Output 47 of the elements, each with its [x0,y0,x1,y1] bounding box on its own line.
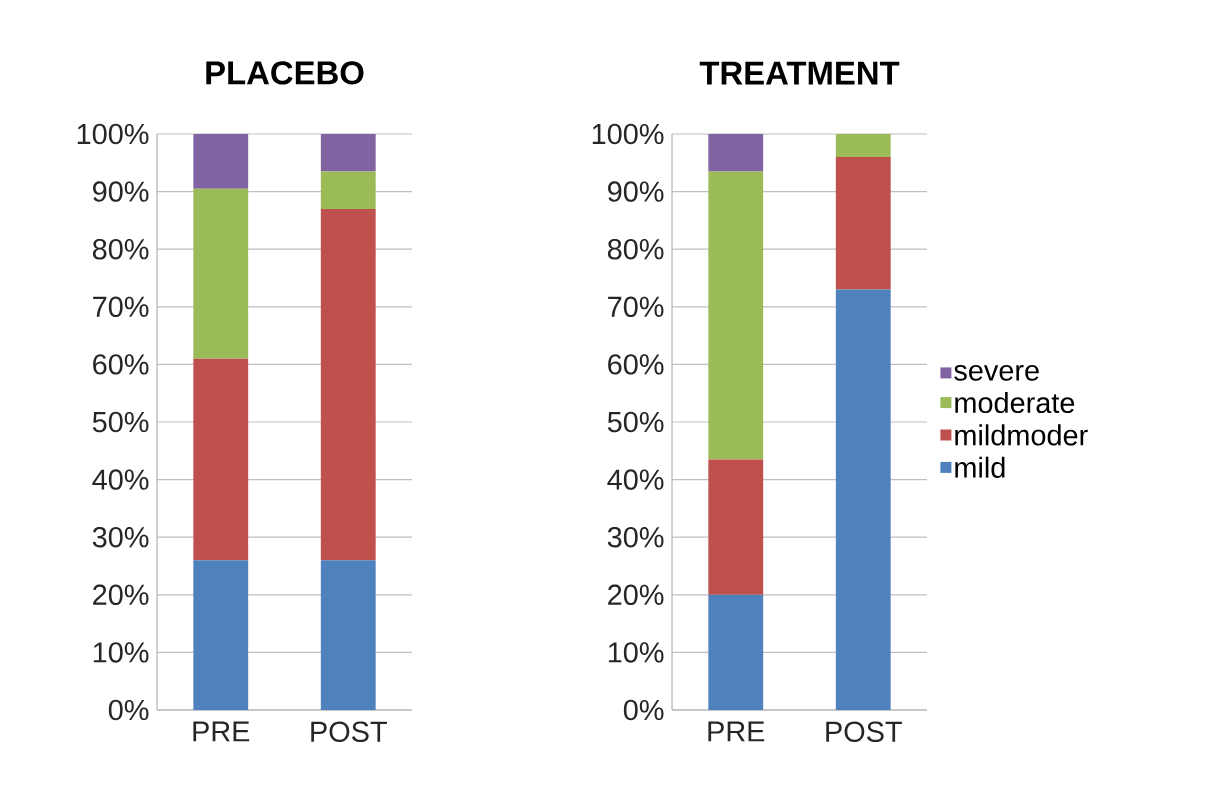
bar [708,459,764,595]
y-tick-label: 40% [607,469,664,490]
bar [708,133,764,172]
legend-label: mildmoder [955,424,1088,446]
y-tick-label: 40% [92,469,149,490]
legend-label: mild [955,456,1005,478]
bar [835,157,891,290]
y-tick-label: 100% [77,123,149,145]
bar [320,560,376,710]
y-tick-label: 30% [92,526,149,548]
bar [835,133,891,158]
y-tick-label: 10% [93,642,149,663]
legend-label: moderate [955,391,1075,414]
y-tick-label: 0% [623,699,664,721]
y-tick-label: 20% [608,584,664,606]
x-tick-label: POST [826,721,902,742]
x-tick-label: POST [311,721,387,742]
bar [708,171,764,460]
bar [320,171,376,209]
y-tick-label: 30% [607,526,664,548]
legend-label: severe [954,364,1039,381]
bar [320,133,376,172]
y-tick-label: 10% [608,642,664,663]
y-tick-label: 80% [92,238,149,260]
bar [193,188,249,359]
y-tick-label: 70% [93,296,149,318]
y-tick-label: 80% [607,238,664,260]
bar [193,560,249,710]
y-tick-label: 0% [108,699,149,721]
y-tick-label: 100% [592,123,664,145]
y-tick-label: 60% [93,354,149,375]
bar [835,289,891,710]
y-tick-label: 50% [607,411,664,433]
bar [193,358,249,561]
y-tick-label: 50% [92,411,149,433]
chart-title: TREATMENT [699,61,900,85]
bar [193,133,249,189]
bar [708,594,764,710]
y-tick-label: 90% [93,181,149,202]
y-tick-label: 60% [608,354,664,375]
y-tick-label: 20% [93,584,149,606]
y-tick-label: 70% [608,296,664,318]
x-tick-label: PRE [193,721,250,742]
x-tick-label: PRE [708,721,765,742]
chart-title: PLACEBO [206,61,364,85]
bar [320,208,376,561]
y-tick-label: 90% [608,181,664,202]
